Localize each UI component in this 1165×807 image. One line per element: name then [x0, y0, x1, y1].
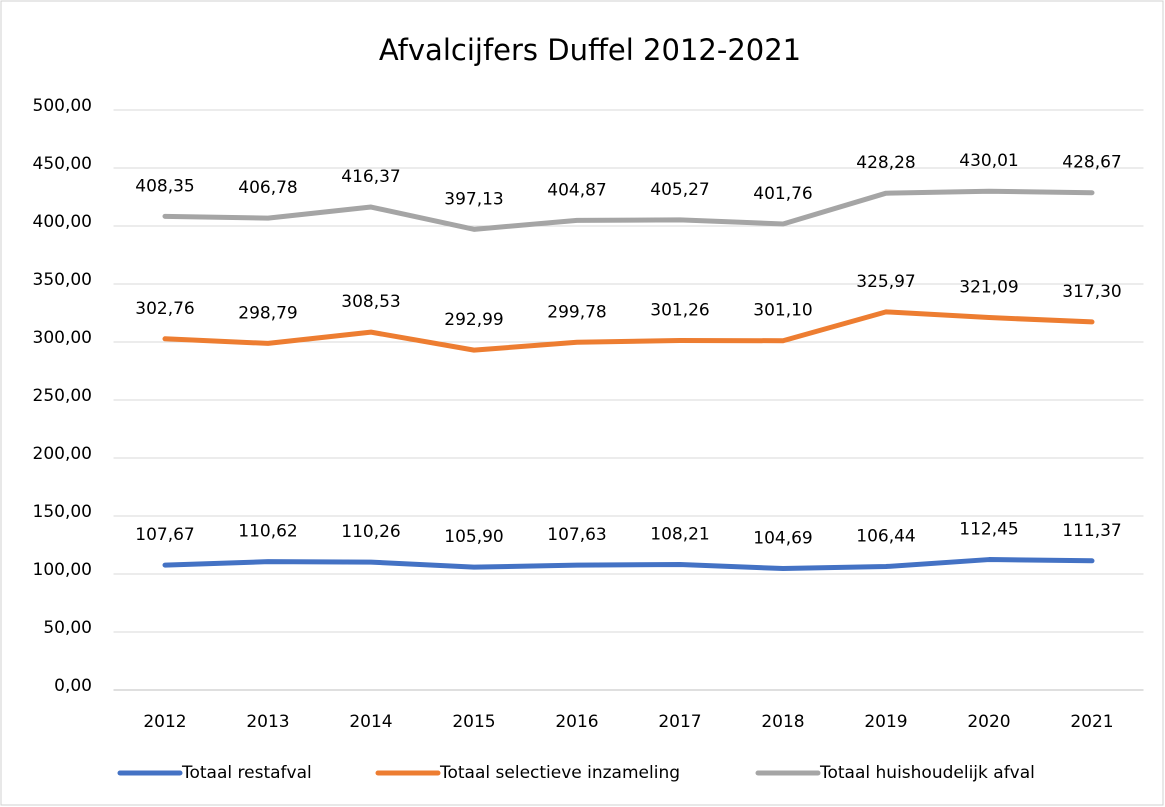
- data-label: 301,10: [753, 301, 812, 321]
- data-label: 308,53: [341, 292, 400, 312]
- data-label: 406,78: [238, 178, 297, 198]
- data-label: 404,87: [547, 180, 606, 200]
- y-tick-label: 150,00: [33, 502, 92, 522]
- data-label: 107,67: [135, 525, 194, 545]
- legend-label: Totaal restafval: [181, 763, 312, 783]
- data-label: 292,99: [444, 310, 503, 330]
- data-label: 405,27: [650, 180, 709, 200]
- data-label: 428,67: [1062, 153, 1121, 173]
- data-label: 416,37: [341, 167, 400, 187]
- x-tick-label: 2013: [246, 712, 289, 732]
- x-tick-label: 2021: [1070, 712, 1113, 732]
- x-tick-label: 2015: [452, 712, 495, 732]
- y-tick-label: 350,00: [33, 270, 92, 290]
- y-tick-label: 0,00: [54, 676, 92, 696]
- data-label: 111,37: [1062, 521, 1121, 541]
- x-tick-label: 2016: [555, 712, 598, 732]
- data-label: 401,76: [753, 184, 812, 204]
- x-tick-label: 2014: [349, 712, 392, 732]
- data-label: 299,78: [547, 302, 606, 322]
- legend-label: Totaal selectieve inzameling: [439, 763, 680, 783]
- data-label: 298,79: [238, 303, 297, 323]
- x-tick-label: 2012: [143, 712, 186, 732]
- y-tick-label: 250,00: [33, 386, 92, 406]
- x-tick-label: 2019: [864, 712, 907, 732]
- data-label: 104,69: [753, 529, 812, 549]
- data-label: 321,09: [959, 278, 1018, 298]
- data-label: 317,30: [1062, 282, 1121, 302]
- legend-label: Totaal huishoudelijk afval: [819, 763, 1035, 783]
- data-label: 325,97: [856, 272, 915, 292]
- x-tick-label: 2017: [658, 712, 701, 732]
- data-label: 397,13: [444, 189, 503, 209]
- data-label: 302,76: [135, 299, 194, 319]
- data-label: 408,35: [135, 176, 194, 196]
- x-tick-label: 2018: [761, 712, 804, 732]
- y-tick-label: 200,00: [33, 444, 92, 464]
- data-label: 110,26: [341, 522, 400, 542]
- series-line: [162, 309, 1095, 353]
- data-label: 428,28: [856, 153, 915, 173]
- data-label: 110,62: [238, 522, 297, 542]
- data-label: 112,45: [959, 520, 1018, 540]
- y-tick-label: 450,00: [33, 154, 92, 174]
- chart-title: Afvalcijfers Duffel 2012-2021: [379, 33, 801, 67]
- y-tick-label: 50,00: [43, 618, 92, 638]
- data-label: 107,63: [547, 525, 606, 545]
- y-tick-label: 100,00: [33, 560, 92, 580]
- y-tick-label: 500,00: [33, 96, 92, 116]
- data-label: 301,26: [650, 301, 709, 321]
- data-label: 430,01: [959, 151, 1018, 171]
- data-label: 108,21: [650, 524, 709, 544]
- series-line: [162, 188, 1095, 232]
- data-label: 106,44: [856, 527, 915, 547]
- series-line: [162, 557, 1095, 572]
- y-tick-label: 300,00: [33, 328, 92, 348]
- data-label: 105,90: [444, 527, 503, 547]
- y-tick-label: 400,00: [33, 212, 92, 232]
- x-tick-label: 2020: [967, 712, 1010, 732]
